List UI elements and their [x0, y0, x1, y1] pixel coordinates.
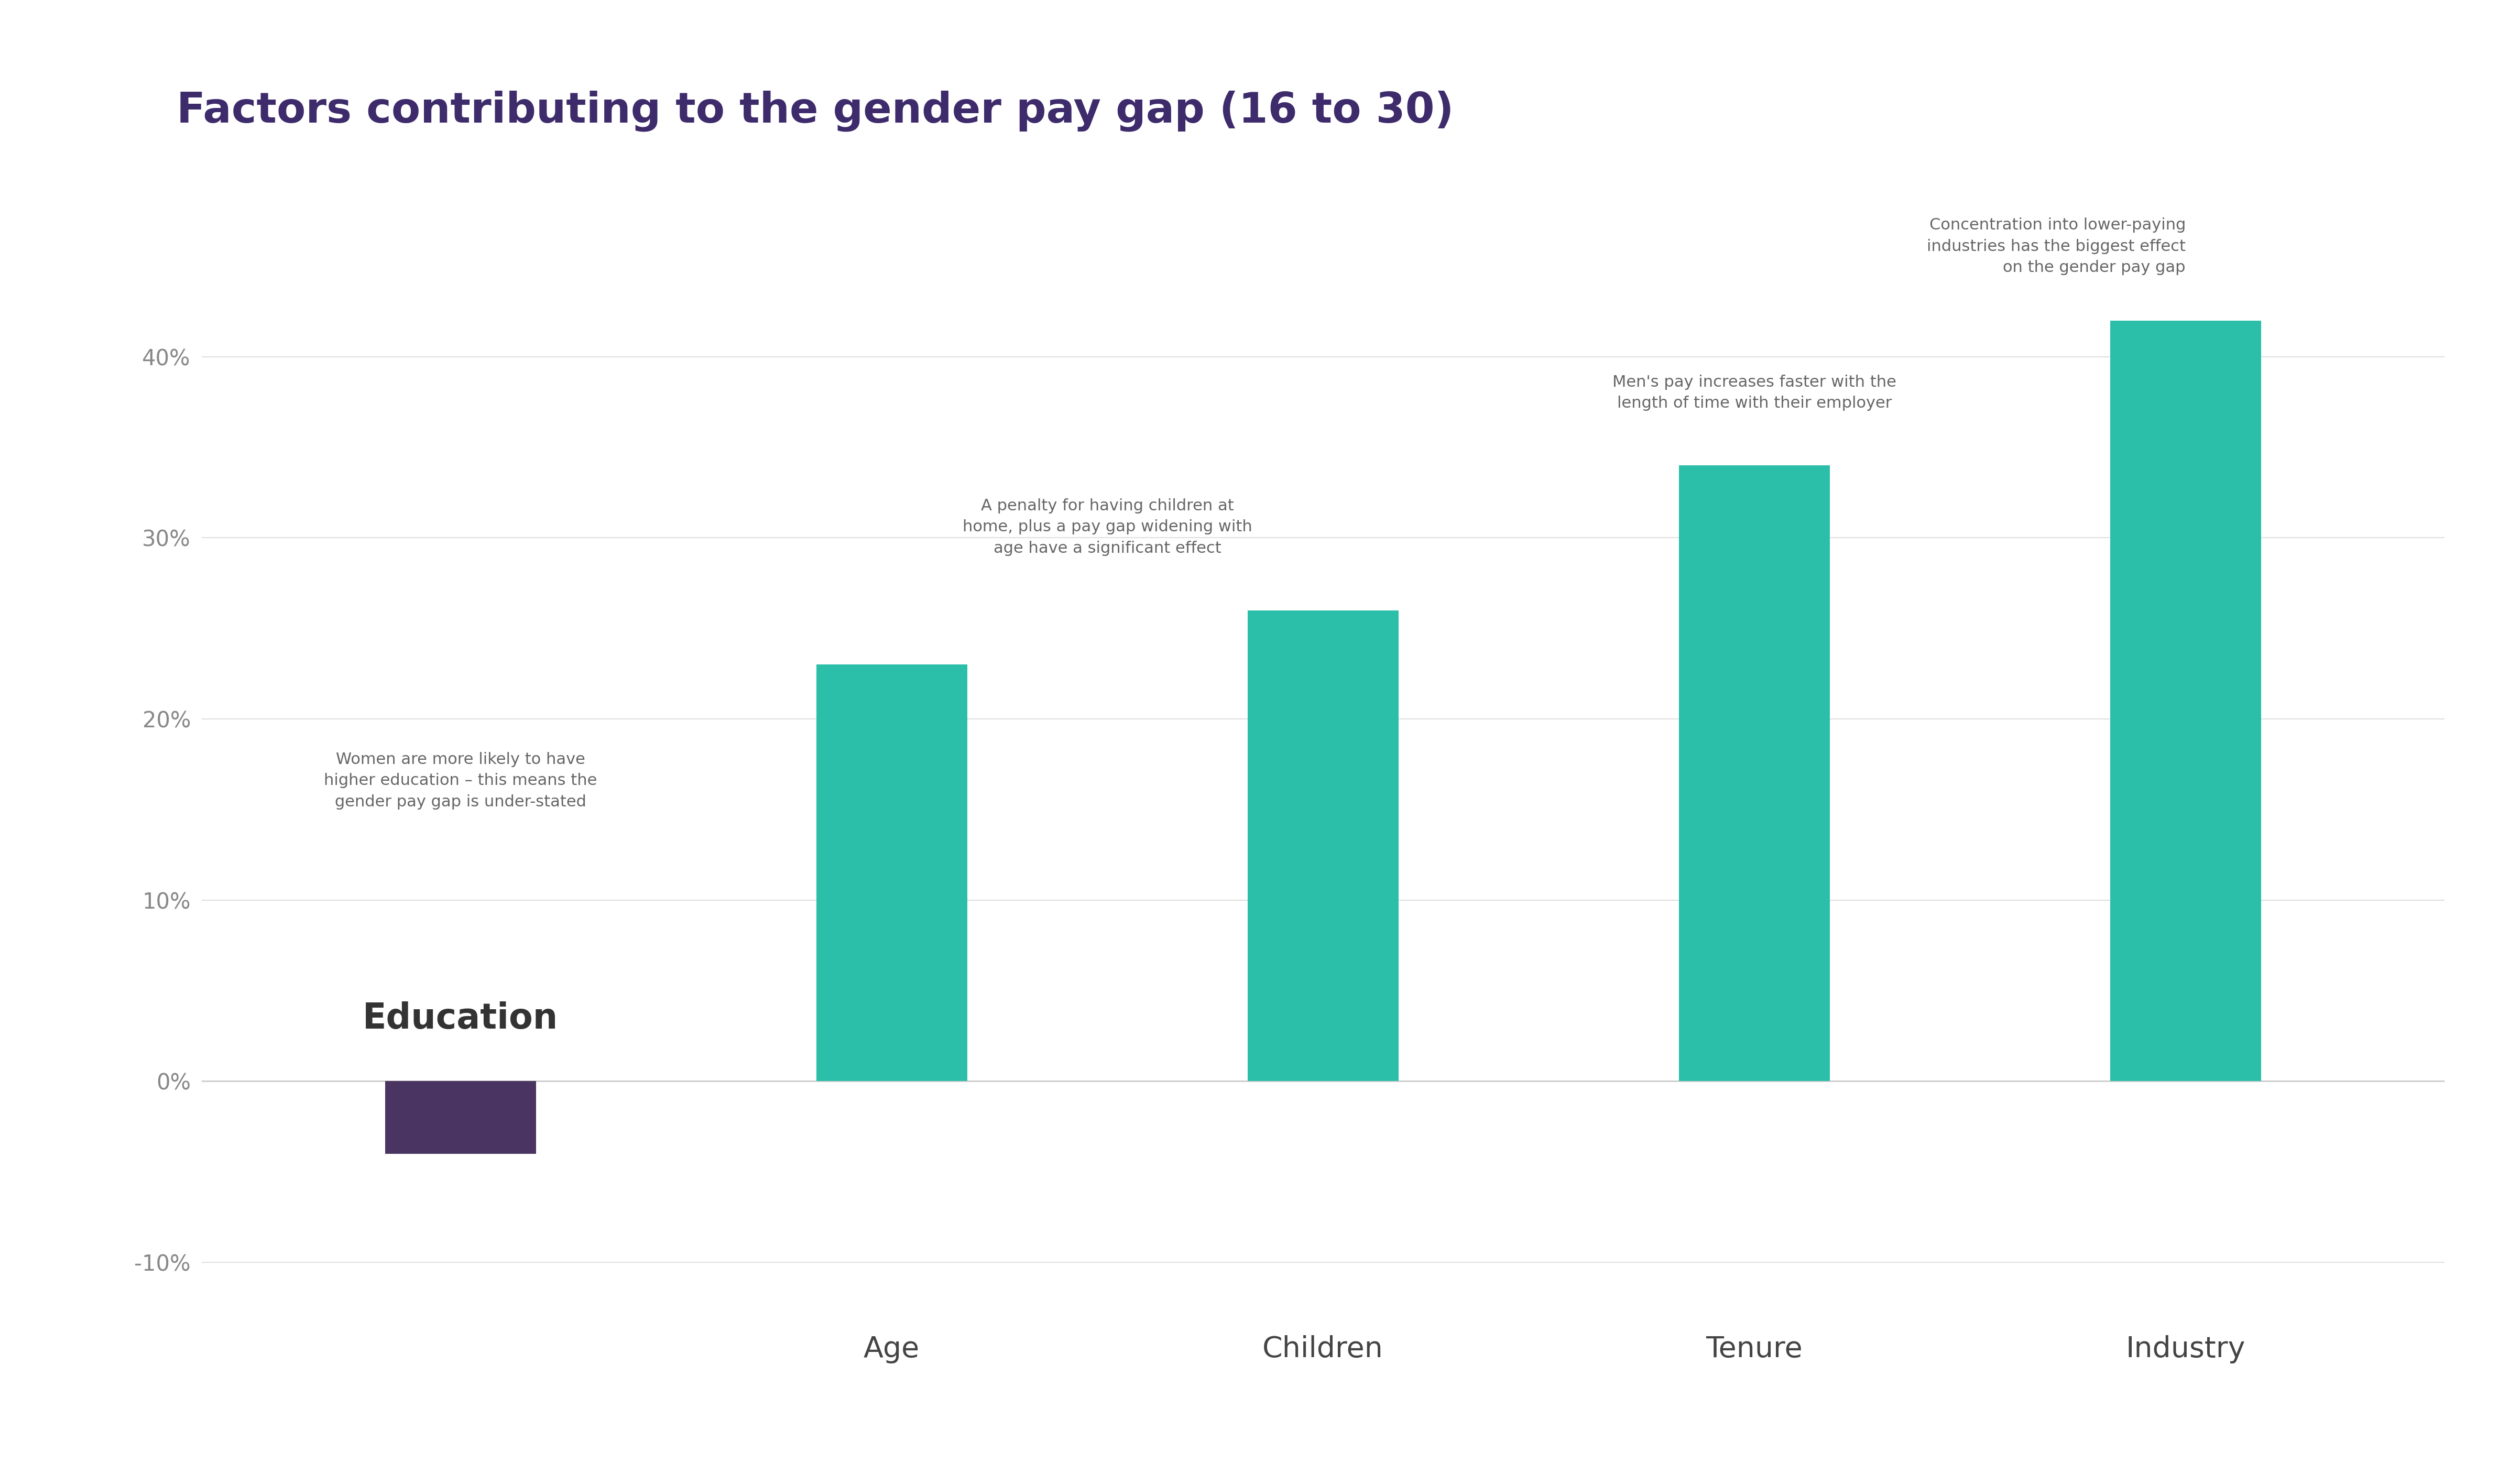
Bar: [386, 1081, 537, 1154]
Bar: [2109, 320, 2260, 1081]
Text: Education: Education: [363, 1001, 557, 1036]
Bar: [816, 664, 968, 1081]
Text: Factors contributing to the gender pay gap (16 to 30): Factors contributing to the gender pay g…: [176, 91, 1454, 132]
Text: Men's pay increases faster with the
length of time with their employer: Men's pay increases faster with the leng…: [1613, 375, 1895, 411]
Text: Concentration into lower-paying
industries has the biggest effect
on the gender : Concentration into lower-paying industri…: [1928, 218, 2185, 275]
Bar: [1678, 465, 1830, 1081]
Text: A penalty for having children at
home, plus a pay gap widening with
age have a s: A penalty for having children at home, p…: [963, 499, 1252, 556]
Bar: [1247, 610, 1399, 1081]
Text: Women are more likely to have
higher education – this means the
gender pay gap i: Women are more likely to have higher edu…: [323, 752, 597, 809]
